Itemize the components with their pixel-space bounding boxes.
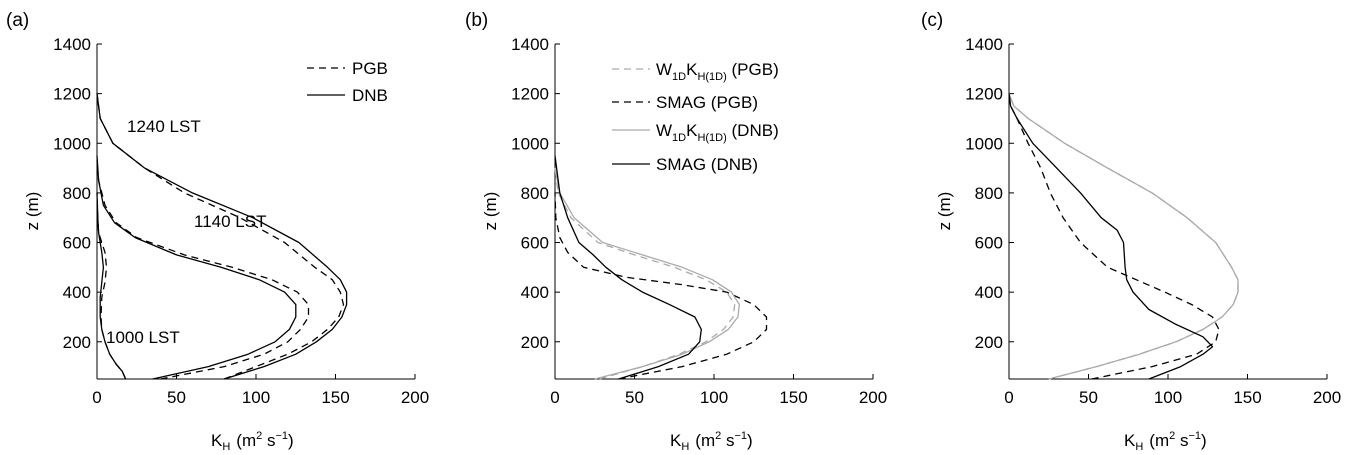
series-line-1 [1008,93,1239,380]
y-tick-label: 1200 [965,85,1003,104]
panel-c-x-axis-title: KH (m2 s−1) [1124,430,1207,453]
series-line-4 [96,93,345,380]
panel-a-label: (a) [6,10,29,31]
legend-pgb-label: PGB [352,59,388,78]
x-tick-label: 150 [779,388,807,407]
panel-c-label: (c) [921,10,943,31]
y-tick-label: 400 [63,283,91,302]
annotation-1140-lst: 1140 LST [194,212,266,231]
x-tick-label: 50 [625,388,644,407]
y-tick-label: 200 [63,333,91,352]
x-tick-label: 0 [92,388,101,407]
x-tick-label: 0 [1004,388,1013,407]
series-line-2 [1008,93,1220,380]
x-tick-label: 200 [1313,388,1341,407]
x-tick-label: 0 [550,388,559,407]
y-tick-label: 1000 [511,134,549,153]
series-line-1 [554,192,768,380]
panel-a-ticks: 0 50 100 150 200 200 400 600 800 1000 1200 1400 [53,35,429,407]
panel-b: (b) 0 50 100 150 200 200 400 600 800 1000 1200 1400… [465,10,887,453]
series-line-5 [96,93,348,380]
series-line-3 [96,155,297,380]
panel-a-y-axis-title: z (m) [23,192,42,231]
x-tick-label: 200 [859,388,887,407]
panel-c-ticks: 0 50 100 150 200 200 400 600 800 1000 1200 1400 [965,35,1341,407]
x-tick-label: 100 [242,388,270,407]
x-tick-label: 150 [321,388,349,407]
x-tick-label: 200 [401,388,429,407]
legend-w1d-dnb-label: W1DKH(1D) (DNB) [656,121,779,144]
panel-a: (a) 0 50 100 150 200 200 400 600 800 1000 1200 1400… [6,10,429,453]
x-tick-label: 100 [700,388,728,407]
y-tick-label: 800 [63,184,91,203]
y-tick-label: 1400 [53,35,91,54]
y-tick-label: 1400 [965,35,1003,54]
legend-smag-pgb-label: SMAG (PGB) [656,93,758,112]
series-line-1 [96,192,127,380]
y-tick-label: 1200 [511,85,549,104]
series-line-0 [554,168,736,380]
panel-b-legend: W1DKH(1D) (PGB) SMAG (PGB) W1DKH(1D) (DN… [612,60,779,174]
panel-c-y-axis-title: z (m) [935,192,954,231]
y-tick-label: 600 [63,234,91,253]
panel-c-series [1008,93,1239,380]
panel-b-y-axis-title: z (m) [481,192,500,231]
y-tick-label: 400 [975,283,1003,302]
y-tick-label: 600 [975,234,1003,253]
panel-b-x-axis-title: KH (m2 s−1) [670,430,753,453]
x-tick-label: 50 [1079,388,1098,407]
series-line-3 [554,155,702,380]
panel-b-series [554,155,768,380]
y-tick-label: 800 [975,184,1003,203]
y-tick-label: 1000 [53,134,91,153]
x-tick-label: 150 [1233,388,1261,407]
y-tick-label: 1400 [511,35,549,54]
panel-c: (c) 0 50 100 150 200 200 400 600 800 1000 1200 1400… [921,10,1341,453]
series-line-3 [1008,93,1214,380]
legend-smag-dnb-label: SMAG (DNB) [656,155,758,174]
legend-dnb-label: DNB [352,86,388,105]
y-tick-label: 400 [521,283,549,302]
panel-b-label: (b) [465,10,488,31]
y-tick-label: 1200 [53,85,91,104]
panel-a-series [96,93,348,380]
y-tick-label: 1000 [965,134,1003,153]
x-tick-label: 100 [1154,388,1182,407]
annotation-1000-lst: 1000 LST [106,328,180,347]
series-line-2 [96,160,310,380]
series-line-0 [1008,93,1239,380]
panel-a-x-axis-title: KH (m2 s−1) [211,430,294,453]
x-tick-label: 50 [167,388,186,407]
legend-w1d-pgb-label: W1DKH(1D) (PGB) [656,60,779,83]
series-line-2 [554,167,741,380]
y-tick-label: 800 [521,184,549,203]
y-tick-label: 200 [975,333,1003,352]
annotation-1240-lst: 1240 LST [127,117,201,136]
panel-a-legend: PGB DNB [307,59,388,105]
panel-b-ticks: 0 50 100 150 200 200 400 600 800 1000 1200 1400 [511,35,887,407]
y-tick-label: 200 [521,333,549,352]
y-tick-label: 600 [521,234,549,253]
